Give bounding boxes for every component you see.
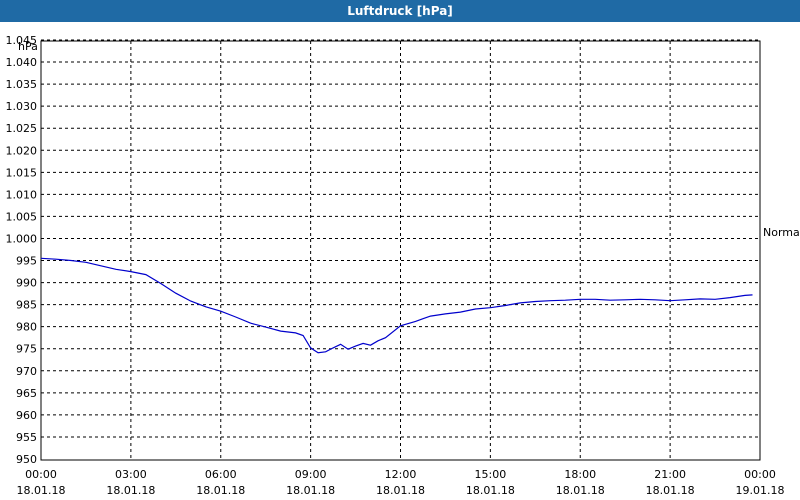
y-tick-label: 980 xyxy=(16,321,37,334)
y-tick-label: 1.035 xyxy=(6,78,38,91)
y-tick-label: 970 xyxy=(16,365,37,378)
normal-annotation: Normal xyxy=(763,226,800,239)
y-tick-label: 975 xyxy=(16,343,37,356)
x-tick-date: 18.01.18 xyxy=(106,484,155,497)
x-tick-time: 03:00 xyxy=(115,468,147,481)
series-line xyxy=(40,257,753,354)
y-tick-label: 1.030 xyxy=(6,100,38,113)
x-tick-time: 15:00 xyxy=(475,468,507,481)
y-tick-label: 1.015 xyxy=(6,166,38,179)
y-tick-label: 1.005 xyxy=(6,210,38,223)
y-axis-label: hPa xyxy=(18,40,38,53)
x-tick-date: 18.01.18 xyxy=(556,484,605,497)
y-tick-label: 1.020 xyxy=(6,144,38,157)
y-tick-label: 965 xyxy=(16,387,37,400)
plot-frame xyxy=(40,40,761,461)
x-tick-time: 06:00 xyxy=(205,468,237,481)
y-tick-label: 960 xyxy=(16,409,37,422)
chart-grid xyxy=(41,39,760,460)
x-tick-time: 00:00 xyxy=(744,468,776,481)
y-tick-label: 995 xyxy=(16,255,37,268)
y-tick-label: 985 xyxy=(16,299,37,312)
x-tick-date: 18.01.18 xyxy=(466,484,515,497)
y-tick-label: 1.045 xyxy=(6,34,38,47)
y-tick-label: 1.040 xyxy=(6,56,38,69)
x-tick-date: 18.01.18 xyxy=(286,484,335,497)
x-tick-time: 18:00 xyxy=(564,468,596,481)
y-tick-label: 955 xyxy=(16,431,37,444)
x-axis-ticks: 00:00 18.01.18 03:00 18.01.18 06:00 18.01.18 0… xyxy=(17,468,785,497)
y-tick-label: 1.025 xyxy=(6,122,38,135)
y-tick-label: 1.010 xyxy=(6,188,38,201)
y-axis-ticks: 950 955 960 965 970 975 980 985 990 995 1.000 1.005… xyxy=(6,34,38,466)
x-tick-time: 09:00 xyxy=(295,468,327,481)
y-tick-label: 1.000 xyxy=(6,232,38,245)
x-tick-date: 18.01.18 xyxy=(17,484,66,497)
x-tick-time: 21:00 xyxy=(654,468,686,481)
x-tick-time: 00:00 xyxy=(25,468,57,481)
x-tick-date: 19.01.18 xyxy=(736,484,785,497)
x-tick-date: 18.01.18 xyxy=(196,484,245,497)
window-title: Luftdruck [hPa] xyxy=(0,0,800,22)
x-tick-date: 18.01.18 xyxy=(646,484,695,497)
y-tick-label: 990 xyxy=(16,277,37,290)
y-tick-label: 950 xyxy=(16,453,37,466)
x-tick-date: 18.01.18 xyxy=(376,484,425,497)
x-tick-time: 12:00 xyxy=(385,468,417,481)
